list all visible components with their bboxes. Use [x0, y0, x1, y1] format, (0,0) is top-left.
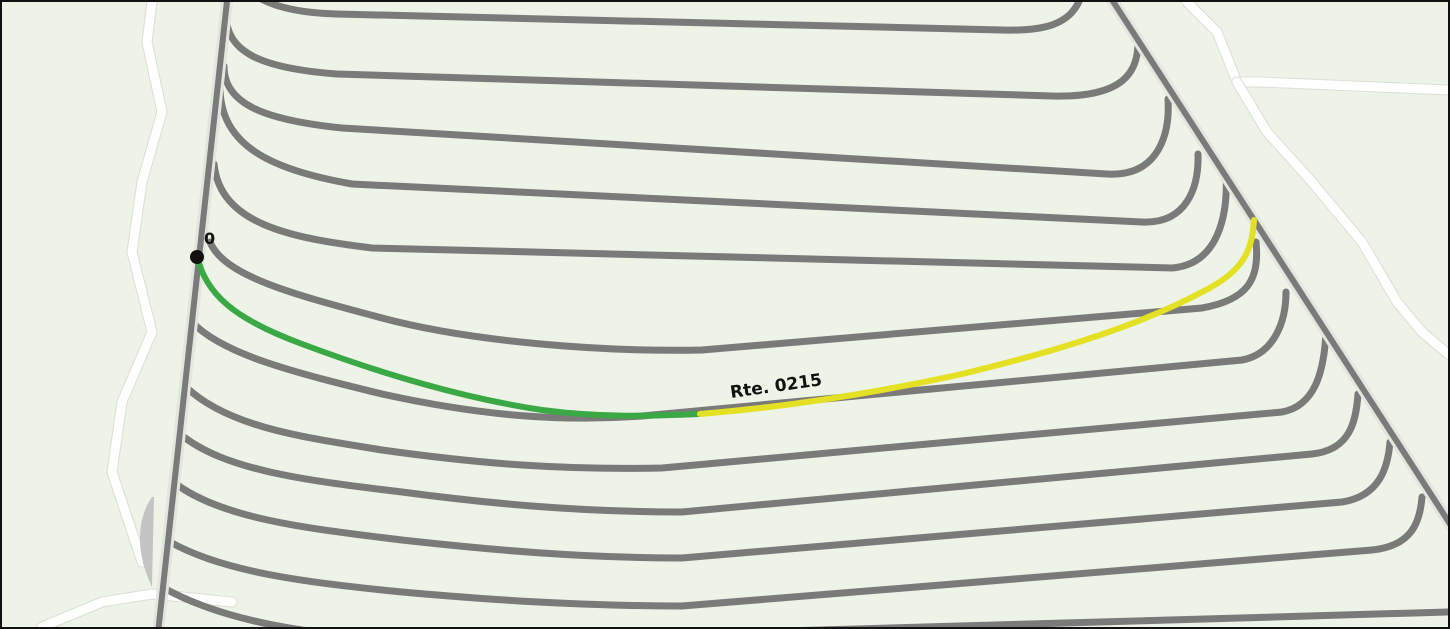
route-segment-completed[interactable] — [194, 254, 703, 419]
row-road — [259, 2, 1083, 34]
background-streets — [36, 2, 1448, 627]
building-shape — [139, 497, 154, 587]
route-segment-remaining[interactable] — [697, 217, 1257, 417]
background-street-left — [106, 2, 168, 568]
row-road — [176, 390, 1362, 516]
row-road — [188, 288, 1290, 422]
row-road — [158, 583, 1448, 627]
main-road-left — [152, 2, 233, 627]
row-road — [206, 238, 1261, 354]
route-start-marker[interactable] — [190, 250, 204, 264]
background-street-right — [1231, 76, 1448, 360]
row-road — [216, 83, 1202, 226]
row-road — [222, 10, 1142, 100]
row-road — [182, 328, 1330, 472]
row-road — [220, 62, 1172, 178]
main-road-right — [1106, 2, 1448, 531]
row-road — [166, 493, 1426, 610]
row-roads — [158, 2, 1448, 627]
row-road — [210, 160, 1230, 272]
row-road — [172, 438, 1394, 562]
route-start-label: 0 — [204, 229, 215, 248]
main-roads — [152, 2, 1448, 627]
route[interactable]: 0 Rte. 0215 — [190, 217, 1257, 419]
